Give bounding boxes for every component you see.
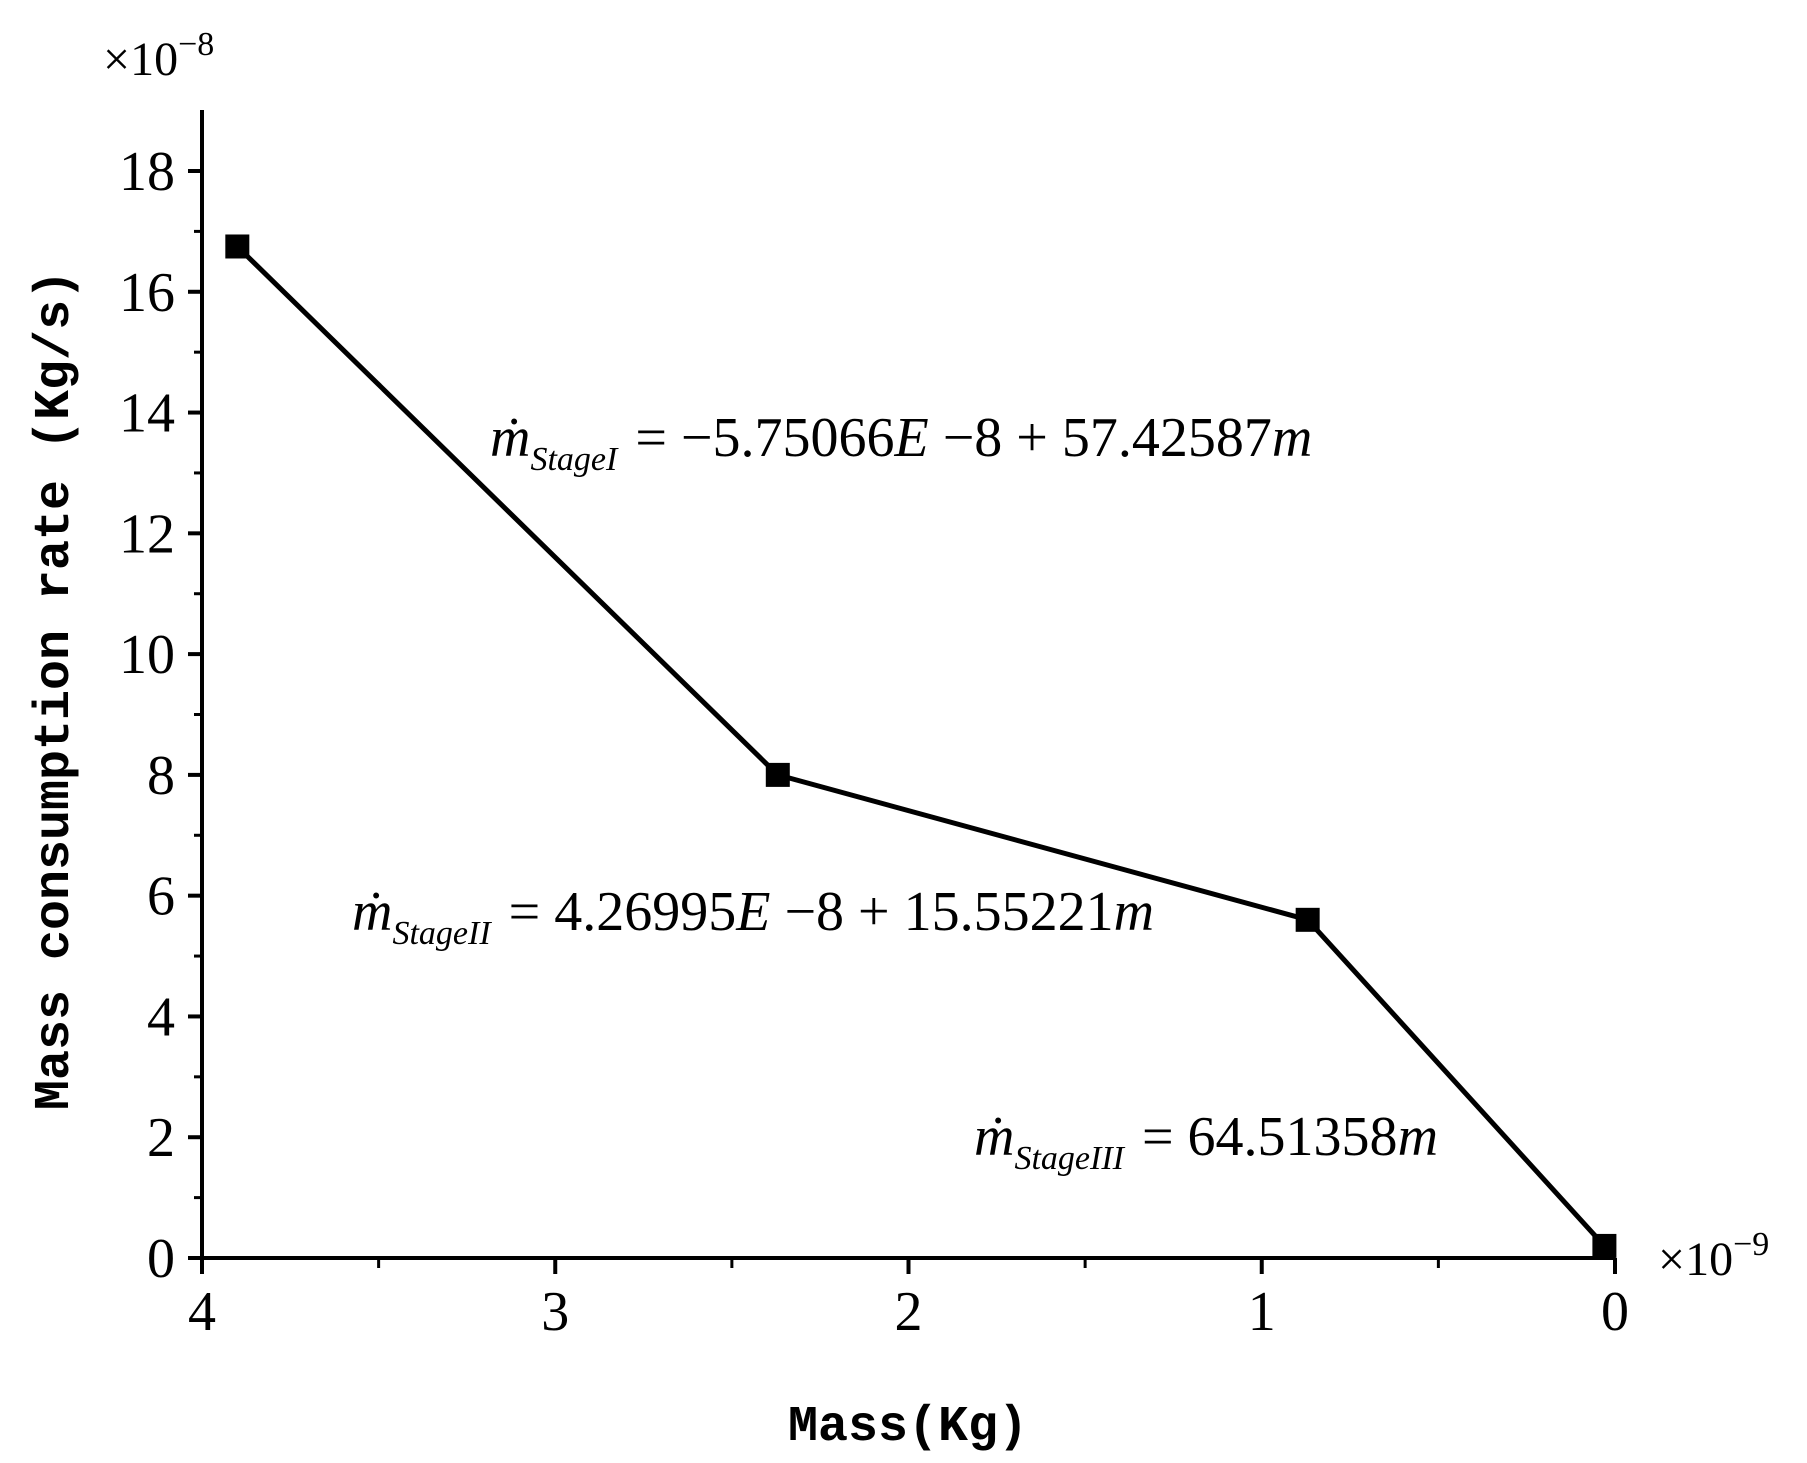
- data-point-marker: [765, 762, 790, 787]
- y-axis-label: Mass consumption rate (Kg/s): [27, 270, 84, 1110]
- data-point-marker: [225, 234, 250, 259]
- x-tick-label: 3: [541, 1281, 569, 1343]
- y-tick-label: 0: [147, 1228, 175, 1290]
- y-tick-label: 12: [119, 503, 175, 565]
- x-axis-label: Mass(Kg): [788, 1399, 1028, 1456]
- equation-stage-3: ṁStageIII = 64.51358m: [974, 1106, 1438, 1177]
- y-tick-label: 16: [119, 262, 175, 324]
- series-line: [235, 244, 1607, 1248]
- y-exponent: −8: [178, 26, 214, 63]
- equation-stage-1: ṁStageI = −5.75066E −8 + 57.42587m: [490, 407, 1312, 478]
- y-tick-label: 10: [119, 624, 175, 686]
- y-tick-label: 4: [147, 986, 175, 1048]
- equation-stage-2: ṁStageII = 4.26995E −8 + 15.55221m: [352, 881, 1154, 952]
- x-ticks: 4 3 2 1 0: [188, 1258, 1629, 1343]
- data-point-marker: [1295, 907, 1320, 932]
- y-tick-label: 14: [119, 383, 175, 445]
- x-tick-label: 4: [188, 1281, 216, 1343]
- y-tick-label: 8: [147, 745, 175, 807]
- x-multiplier: ×10−9: [1658, 1226, 1769, 1286]
- y-ticks: 0 2 4 6 8 10 12 14 16 18: [119, 141, 202, 1290]
- y-tick-label: 2: [147, 1107, 175, 1169]
- x-tick-label: 0: [1601, 1281, 1629, 1343]
- series-layer: [225, 234, 1617, 1258]
- y-tick-label: 6: [147, 866, 175, 928]
- data-point-marker: [1592, 1233, 1617, 1258]
- x-exponent: −9: [1733, 1226, 1769, 1263]
- x-tick-label: 2: [895, 1281, 923, 1343]
- y-tick-label: 18: [119, 141, 175, 203]
- y-multiplier: ×10−8: [103, 26, 214, 86]
- x-tick-label: 1: [1248, 1281, 1276, 1343]
